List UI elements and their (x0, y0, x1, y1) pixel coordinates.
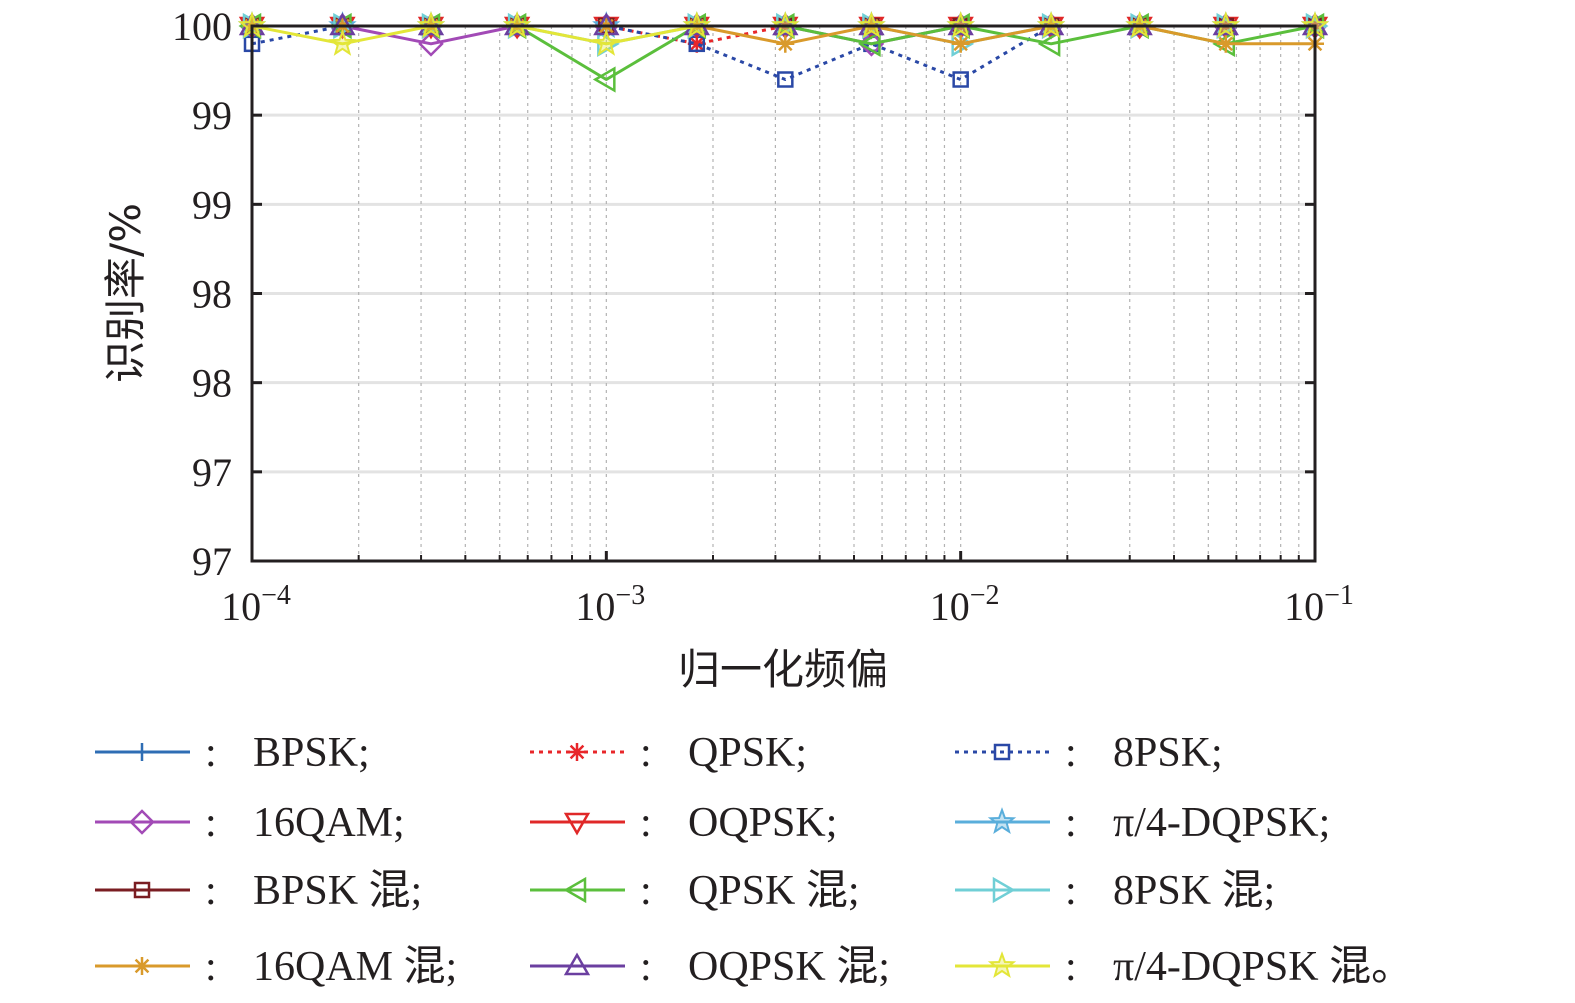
y-tick-label: 100 (172, 4, 232, 49)
y-tick-label: 98 (192, 361, 232, 406)
legend-marker-16qam (129, 809, 155, 835)
y-axis-title: 识别率/% (101, 203, 150, 383)
x-tick-label: 10−1 (1284, 580, 1354, 629)
legend-label-bpsk-mixed: BPSK 混; (253, 868, 422, 914)
legend-label-pi4-dqpsk: π/4-DQPSK; (1113, 800, 1330, 846)
legend-marker-pi4-dqpsk-mixed (987, 951, 1017, 979)
legend-label-8psk: 8PSK; (1113, 730, 1223, 776)
legend-separator: : (1065, 868, 1077, 914)
data-point-16qam-mixed (1216, 34, 1235, 53)
legend-marker-oqpsk-mixed (563, 952, 591, 976)
x-tick-label: 10−3 (575, 580, 645, 629)
y-tick-label: 97 (192, 539, 232, 584)
data-point-pi4-dqpsk-mixed (328, 28, 357, 56)
data-point-16qam-mixed (776, 34, 795, 53)
x-tick-label: 10−4 (221, 580, 291, 629)
legend-item-pi4-dqpsk-mixed: : π/4-DQPSK 混。 (955, 944, 1413, 990)
legend-label-bpsk: BPSK; (253, 730, 370, 776)
legend-item-qpsk-mixed: : QPSK 混; (530, 868, 860, 914)
legend-label-16qam: 16QAM; (253, 800, 405, 846)
legend-marker-pi4-dqpsk (987, 807, 1017, 835)
data-point-pi4-dqpsk-mixed (592, 28, 621, 56)
legend-item-bpsk: : BPSK; (95, 730, 370, 776)
legend-item-oqpsk: : OQPSK; (530, 800, 837, 846)
data-point-qpsk-mixed (857, 30, 881, 58)
legend-marker-oqpsk (563, 812, 591, 836)
legend-label-8psk-mixed: 8PSK 混; (1113, 868, 1275, 914)
legend-label-qpsk-mixed: QPSK 混; (688, 868, 860, 914)
legend-separator: : (1065, 800, 1077, 846)
legend-separator: : (205, 730, 217, 776)
grid-layer (252, 26, 1315, 561)
legend-marker-qpsk (568, 743, 586, 761)
y-tick-label: 99 (192, 182, 232, 227)
y-tick-label: 98 (192, 272, 232, 317)
legend-label-pi4-dqpsk-mixed: π/4-DQPSK 混。 (1113, 944, 1413, 990)
legend-marker-16qam-mixed (133, 957, 151, 975)
legend-marker-8psk-mixed (992, 876, 1016, 904)
legend-marker-bpsk (133, 743, 151, 761)
x-tick-label: 10−2 (930, 580, 1000, 629)
legend-separator: : (205, 944, 217, 990)
data-point-16qam-mixed (951, 34, 970, 53)
legend-separator: : (1065, 730, 1077, 776)
legend-label-16qam-mixed: 16QAM 混; (253, 944, 457, 990)
legend-marker-8psk (993, 743, 1011, 761)
legend-item-8psk: :8PSK; (955, 730, 1223, 776)
legend-separator: : (640, 944, 652, 990)
y-tick-label: 99 (192, 93, 232, 138)
legend-separator: : (640, 730, 652, 776)
legend-item-qpsk: : QPSK; (530, 730, 807, 776)
legend-separator: : (640, 868, 652, 914)
legend-item-8psk-mixed: :8PSK 混; (955, 868, 1275, 914)
ticks-layer: 97 97 98 98 99 99 100 10−4 10−3 10−2 10−1 (172, 4, 1354, 629)
data-point-16qam (418, 31, 444, 57)
legend-separator: : (205, 868, 217, 914)
y-tick-label: 97 (192, 450, 232, 495)
legend: : BPSK;: QPSK;:8PSK;: 16QAM;: OQPSK;: π/4-DQP… (95, 730, 1413, 990)
legend-label-qpsk: QPSK; (688, 730, 807, 776)
data-point-qpsk-mixed (1037, 30, 1061, 58)
legend-marker-qpsk-mixed (563, 876, 587, 904)
legend-item-oqpsk-mixed: : OQPSK 混; (530, 944, 890, 990)
data-point-8psk (952, 71, 969, 88)
legend-item-bpsk-mixed: : BPSK 混; (95, 868, 422, 914)
legend-label-oqpsk: OQPSK; (688, 800, 837, 846)
legend-separator: : (640, 800, 652, 846)
data-point-8psk (777, 71, 794, 88)
legend-separator: : (1065, 944, 1077, 990)
data-point-qpsk-mixed (592, 66, 616, 93)
legend-separator: : (205, 800, 217, 846)
legend-item-pi4-dqpsk: : π/4-DQPSK; (955, 800, 1330, 846)
data-point-qpsk (687, 34, 706, 53)
legend-item-16qam: :16QAM; (95, 800, 405, 846)
x-axis-title: 归一化频偏 (678, 645, 888, 694)
legend-label-oqpsk-mixed: OQPSK 混; (688, 944, 890, 990)
legend-marker-bpsk-mixed (133, 881, 151, 899)
legend-item-16qam-mixed: :16QAM 混; (95, 944, 457, 990)
